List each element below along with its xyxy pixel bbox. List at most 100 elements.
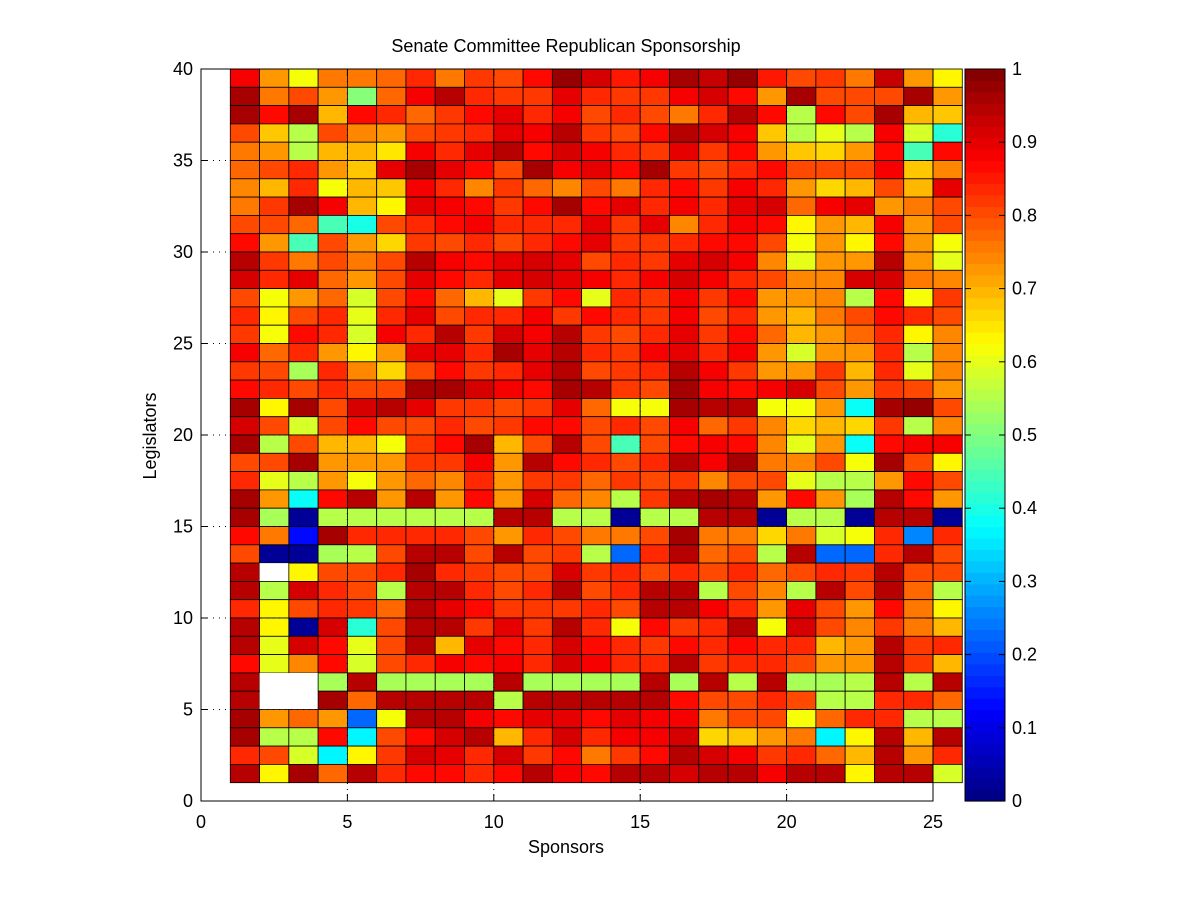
- heatmap-cell: [932, 617, 963, 637]
- heatmap-cell: [464, 306, 495, 326]
- heatmap-cell: [317, 526, 348, 546]
- heatmap-cell: [581, 635, 612, 655]
- heatmap-cell: [522, 672, 553, 692]
- heatmap-cell: [229, 471, 260, 491]
- heatmap-cell: [903, 178, 934, 198]
- colorbar-swatch: [965, 80, 1005, 93]
- heatmap-cell: [874, 123, 905, 143]
- heatmap-cell: [522, 141, 553, 161]
- heatmap-cell: [610, 288, 641, 308]
- heatmap-cell: [464, 324, 495, 344]
- heatmap-cell: [259, 452, 290, 472]
- heatmap-cell: [727, 379, 758, 399]
- heatmap-cell: [786, 434, 817, 454]
- heatmap-cell: [288, 434, 319, 454]
- heatmap-cell: [434, 434, 465, 454]
- heatmap-cell: [551, 526, 583, 546]
- heatmap-cell: [522, 452, 553, 472]
- heatmap-cell: [229, 617, 260, 637]
- heatmap-cell: [903, 343, 934, 363]
- heatmap-cell: [376, 343, 407, 363]
- heatmap-cell: [581, 489, 612, 509]
- heatmap-cell: [815, 233, 846, 253]
- heatmap-cell: [317, 764, 348, 784]
- heatmap-cell: [874, 361, 905, 381]
- heatmap-cell: [493, 672, 524, 692]
- heatmap-cell: [405, 599, 436, 619]
- heatmap-cell: [669, 599, 700, 619]
- heatmap-cell: [815, 86, 846, 107]
- heatmap-cell: [259, 745, 290, 765]
- colorbar-swatch: [965, 206, 1005, 219]
- heatmap-cell: [464, 361, 495, 381]
- heatmap-cell: [727, 471, 758, 491]
- heatmap-cell: [434, 507, 465, 527]
- heatmap-cell: [464, 635, 495, 655]
- colorbar-swatch: [965, 618, 1005, 631]
- colorbar-swatch: [965, 103, 1005, 116]
- heatmap-cell: [815, 471, 846, 491]
- heatmap-cell: [727, 452, 758, 472]
- heatmap-cell: [317, 581, 348, 601]
- heatmap-cell: [874, 745, 905, 765]
- heatmap-cell: [551, 672, 583, 692]
- heatmap-cell: [229, 288, 260, 308]
- heatmap-cell: [610, 654, 641, 674]
- heatmap-cell: [434, 141, 465, 161]
- heatmap-cell: [844, 489, 875, 509]
- heatmap-cell: [493, 526, 524, 546]
- heatmap-cell: [815, 581, 846, 601]
- heatmap-cell: [493, 105, 524, 125]
- heatmap-cell: [756, 416, 788, 436]
- heatmap-cell: [844, 690, 875, 710]
- heatmap-cell: [581, 397, 612, 418]
- heatmap-cell: [434, 416, 465, 436]
- heatmap-cell: [786, 581, 817, 601]
- heatmap-cell: [522, 105, 553, 125]
- heatmap-cell: [639, 635, 670, 655]
- heatmap-cell: [756, 214, 788, 235]
- heatmap-cell: [874, 233, 905, 253]
- heatmap-cell: [756, 324, 788, 344]
- heatmap-cell: [727, 324, 758, 344]
- heatmap-cell: [698, 745, 729, 765]
- heatmap-cell: [259, 727, 290, 747]
- heatmap-cell: [932, 306, 963, 326]
- heatmap-cell: [405, 452, 436, 472]
- heatmap-cell: [288, 68, 319, 88]
- heatmap-cell: [874, 599, 905, 619]
- heatmap-cell: [932, 178, 963, 198]
- heatmap-cell: [698, 306, 729, 326]
- heatmap-cell: [229, 416, 260, 436]
- heatmap-cell: [493, 306, 524, 326]
- heatmap-cell: [229, 306, 260, 326]
- heatmap-cell: [815, 123, 846, 143]
- heatmap-cell: [229, 160, 260, 180]
- heatmap-cell: [317, 489, 348, 509]
- heatmap-cell: [551, 233, 583, 253]
- colorbar-swatch: [965, 332, 1005, 345]
- heatmap-cell: [815, 68, 846, 88]
- heatmap-cell: [903, 507, 934, 527]
- heatmap-cell: [551, 452, 583, 472]
- heatmap-cell: [581, 105, 612, 125]
- heatmap-cell: [288, 507, 319, 527]
- colorbar-swatch: [965, 457, 1005, 470]
- heatmap-cell: [493, 324, 524, 344]
- heatmap-cell: [727, 434, 758, 454]
- heatmap-cell: [493, 196, 524, 216]
- heatmap-cell: [844, 599, 875, 619]
- heatmap-cell: [815, 214, 846, 235]
- heatmap-cell: [581, 434, 612, 454]
- heatmap-cell: [610, 489, 641, 509]
- heatmap-cell: [434, 471, 465, 491]
- colorbar-swatch: [965, 492, 1005, 505]
- heatmap-cell: [376, 214, 407, 235]
- heatmap-cell: [815, 544, 846, 564]
- heatmap-cell: [464, 745, 495, 765]
- x-axis-ticks: 0 5 10 15 20 25: [196, 69, 943, 832]
- heatmap-cell: [493, 599, 524, 619]
- heatmap-cell: [610, 635, 641, 655]
- heatmap-cell: [903, 196, 934, 216]
- heatmap-cell: [405, 654, 436, 674]
